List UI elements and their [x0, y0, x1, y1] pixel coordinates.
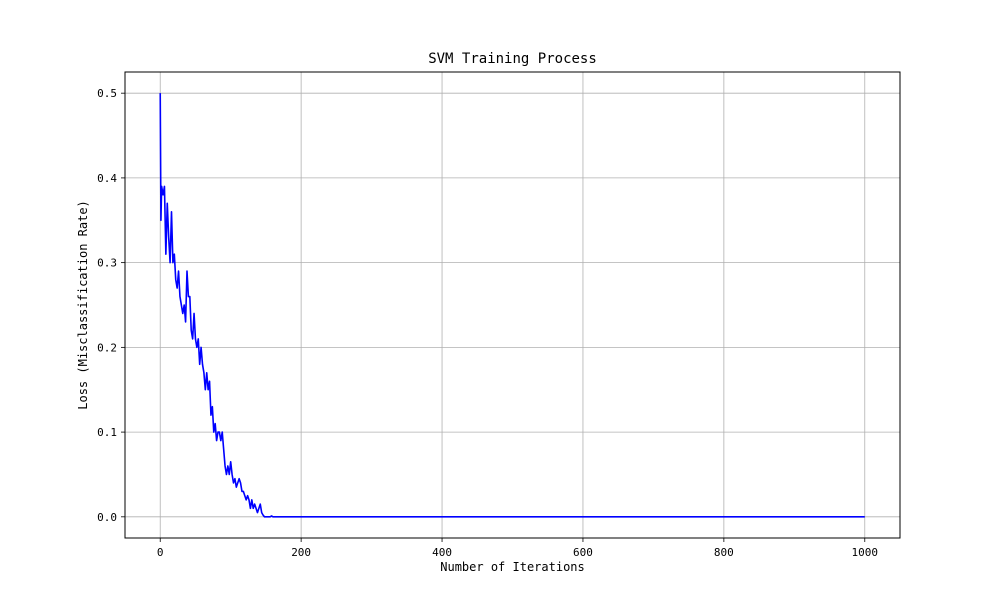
y-axis-ticks: 0.0 0.1 0.2 0.3 0.4 0.5 [97, 87, 125, 524]
plot-frame [124, 71, 901, 539]
grid [125, 72, 900, 538]
series-line [159, 93, 865, 518]
y-tick-label: 0.2 [97, 341, 117, 354]
y-tick-label: 0.3 [97, 257, 117, 270]
x-tick-label: 0 [157, 546, 164, 559]
x-tick-label: 600 [573, 546, 593, 559]
y-tick-label: 0.5 [97, 87, 117, 100]
y-tick-label: 0.1 [97, 426, 117, 439]
y-tick-label: 0.0 [97, 511, 117, 524]
y-axis-label: Loss (Misclassification Rate) [76, 200, 90, 410]
x-tick-label: 800 [714, 546, 734, 559]
chart-title: SVM Training Process [428, 51, 597, 67]
y-tick-label: 0.4 [97, 172, 117, 185]
x-axis-label: Number of Iterations [440, 560, 585, 574]
x-tick-label: 400 [432, 546, 452, 559]
series-line-group [159, 93, 865, 518]
x-tick-label: 200 [291, 546, 311, 559]
x-tick-label: 1000 [852, 546, 879, 559]
x-axis-ticks: 0 200 400 600 800 1000 [157, 538, 878, 559]
